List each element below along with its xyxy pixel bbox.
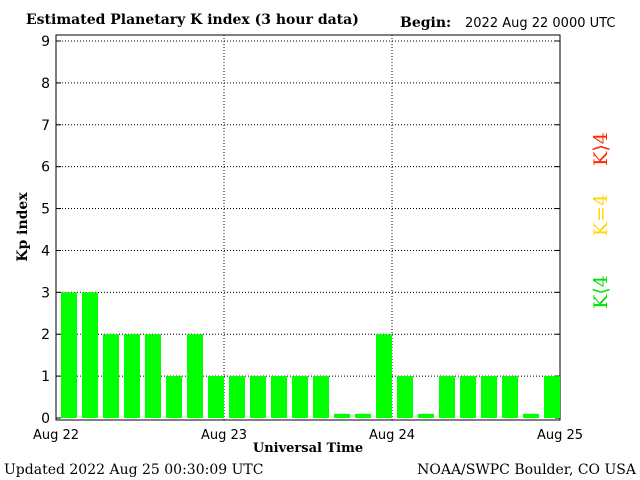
x-tick-labels: Aug 22 Aug 23 Aug 24 Aug 25	[33, 428, 583, 443]
kp-bar	[166, 376, 182, 418]
begin-value: 2022 Aug 22 0000 UTC	[465, 16, 615, 31]
kp-bar	[523, 413, 539, 418]
kp-bar	[313, 376, 329, 418]
x-tick-label: Aug 23	[201, 428, 247, 443]
kp-bar	[376, 334, 392, 418]
y-tick-label: 9	[41, 34, 50, 50]
kp-bar	[271, 376, 287, 418]
kp-bar	[334, 413, 350, 418]
y-tick-label: 5	[41, 202, 50, 218]
kp-bar	[187, 334, 203, 418]
kp-bar	[502, 376, 518, 418]
y-tick-label: 3	[41, 285, 50, 301]
kp-bar	[82, 292, 98, 418]
updated-timestamp: Updated 2022 Aug 25 00:30:09 UTC	[4, 462, 263, 478]
kp-bar	[544, 376, 560, 418]
chart-title: Estimated Planetary K index (3 hour data…	[26, 12, 359, 28]
x-tick-label: Aug 22	[33, 428, 79, 443]
y-axis-label: Kp index	[15, 192, 31, 262]
x-axis-label: Universal Time	[253, 441, 363, 456]
x-tick-label: Aug 24	[369, 428, 415, 443]
legend-k-equal-4: K=4	[590, 194, 612, 236]
kp-bar	[145, 334, 161, 418]
legend-k-above-4: K⟩4	[590, 132, 612, 166]
y-tick-label: 4	[41, 243, 50, 259]
y-tick-labels: 0 1 2 3 4 5 6 7 8 9	[41, 34, 50, 427]
y-tick-label: 0	[41, 411, 50, 427]
credit-line: NOAA/SWPC Boulder, CO USA	[417, 462, 637, 478]
kp-bar	[439, 376, 455, 418]
kp-bar	[208, 376, 224, 418]
kp-bar	[355, 413, 371, 418]
y-tick-label: 2	[41, 327, 50, 343]
kp-bar	[481, 376, 497, 418]
y-tick-label: 1	[41, 369, 50, 385]
bars	[61, 292, 560, 418]
y-tick-label: 6	[41, 160, 50, 176]
kp-bar	[124, 334, 140, 418]
x-tick-label: Aug 25	[537, 428, 583, 443]
kp-bar	[103, 334, 119, 418]
begin-label: Begin:	[400, 15, 451, 31]
kp-bar	[418, 413, 434, 418]
kp-bar	[250, 376, 266, 418]
y-tick-label: 8	[41, 76, 50, 92]
grid-lines	[56, 35, 560, 420]
kp-bar	[460, 376, 476, 418]
legend-k-below-4: K⟨4	[590, 275, 612, 309]
kp-bar	[61, 292, 77, 418]
kp-bar	[292, 376, 308, 418]
kp-bar	[229, 376, 245, 418]
y-tick-label: 7	[41, 118, 50, 134]
kp-bar	[397, 376, 413, 418]
